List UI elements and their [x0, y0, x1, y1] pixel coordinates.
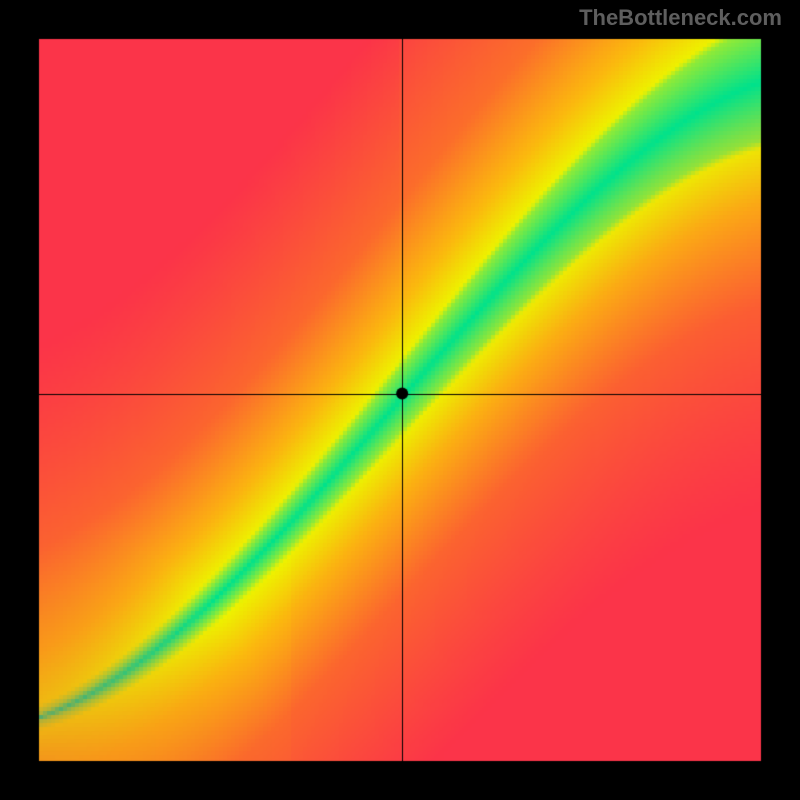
- chart-container: TheBottleneck.com: [0, 0, 800, 800]
- bottleneck-heatmap: [0, 0, 800, 800]
- watermark-text: TheBottleneck.com: [579, 5, 782, 31]
